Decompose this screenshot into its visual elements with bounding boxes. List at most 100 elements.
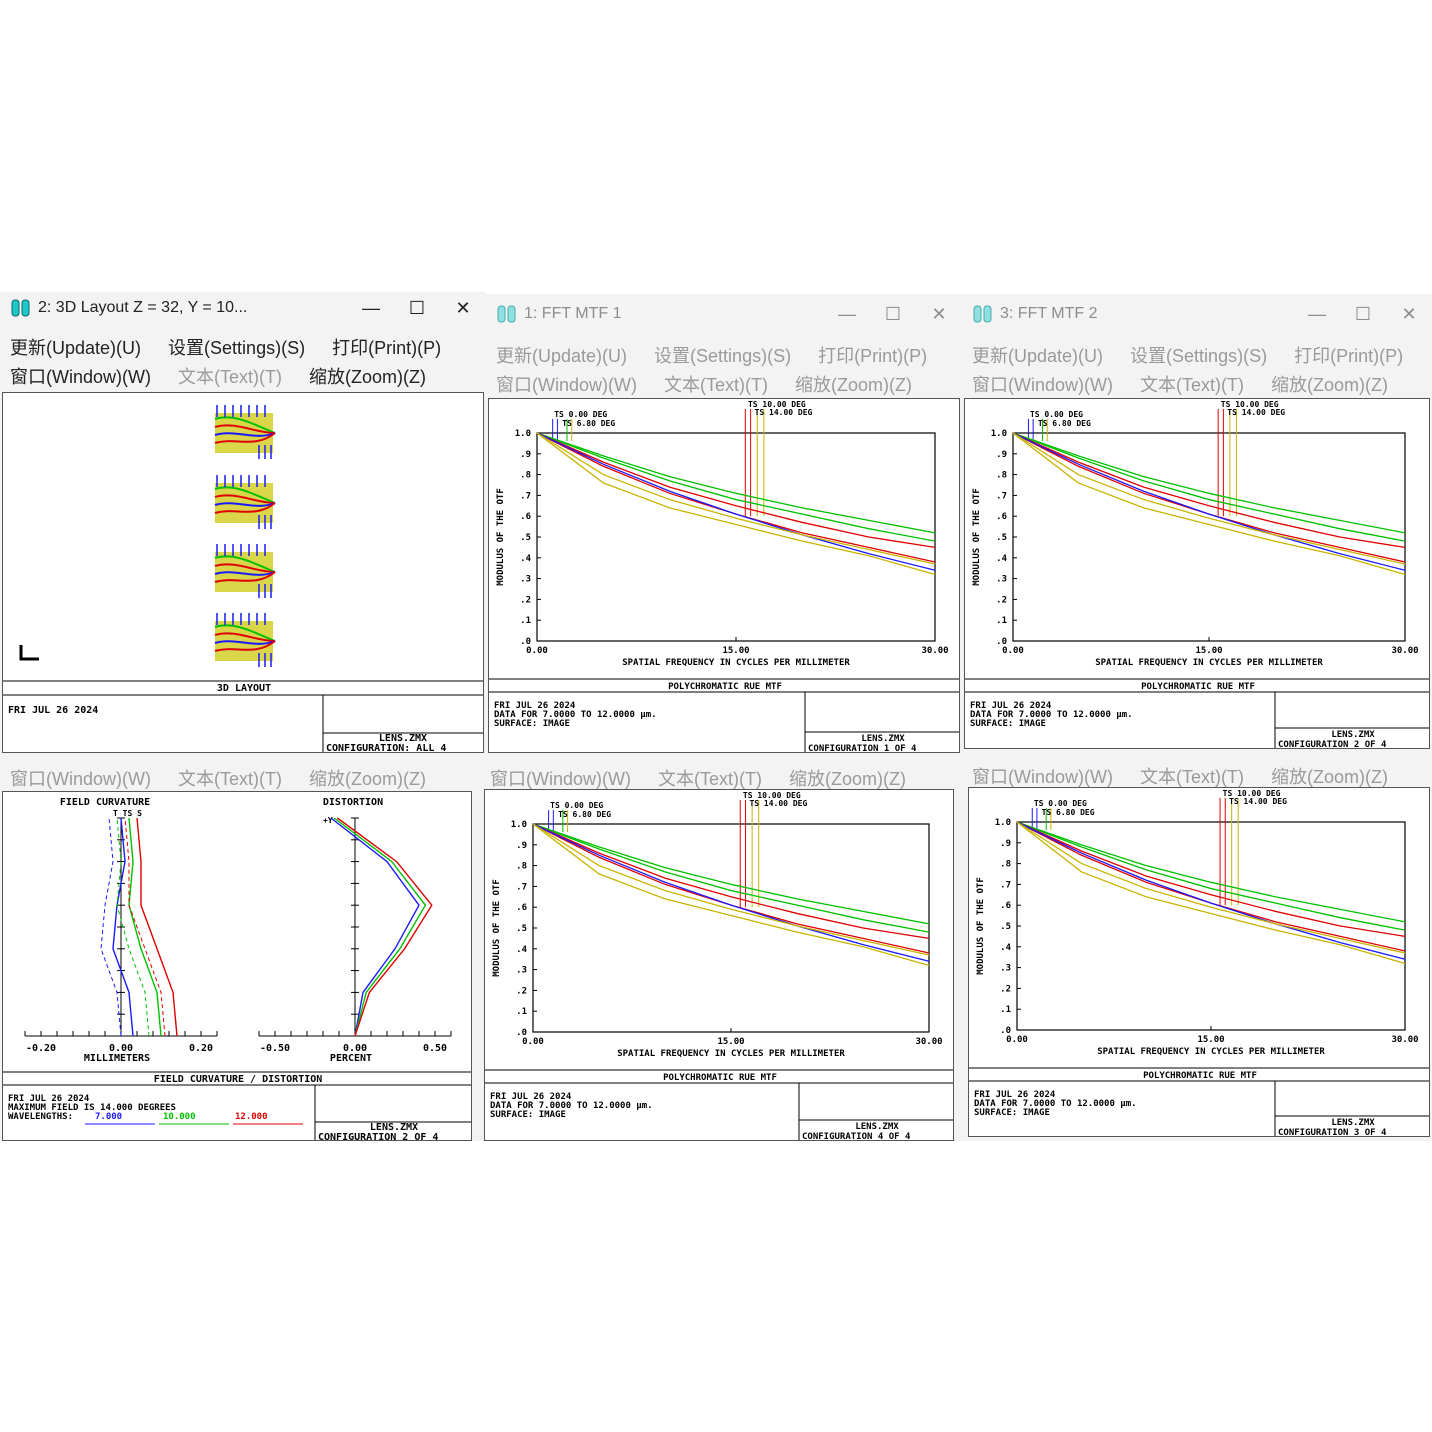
y-tick-label: .8 bbox=[516, 862, 527, 872]
fc-series-line bbox=[116, 817, 150, 1037]
menu-print[interactable]: 打印(Print)(P) bbox=[1294, 346, 1404, 366]
y-tick-label: .4 bbox=[520, 554, 531, 564]
field-label: TS 10.00 DEG bbox=[1221, 400, 1279, 409]
config-text: CONFIGURATION 2 OF 4 bbox=[318, 1132, 438, 1141]
dist-xlabel: PERCENT bbox=[330, 1053, 372, 1064]
mtf-canvas: .0 .1 .2 .3 .4 .5 .6 .7 .8 .9 1.0 0.00 15.00 30.00 SPA… bbox=[968, 787, 1430, 1137]
footer-date: FRI JUL 26 2024 bbox=[490, 1092, 572, 1102]
footer-data-line: DATA FOR 7.0000 TO 12.0000 µm. bbox=[970, 710, 1133, 720]
date-text: FRI JUL 26 2024 bbox=[8, 1094, 90, 1104]
y-tick-label: .3 bbox=[520, 575, 531, 585]
menu-text[interactable]: 文本(Text)(T) bbox=[658, 769, 762, 789]
minimize-icon[interactable]: — bbox=[362, 297, 380, 318]
menu-row-1: 更新(Update)(U) 设置(Settings)(S) 打印(Print)(… bbox=[962, 342, 1432, 368]
menu-window[interactable]: 窗口(Window)(W) bbox=[490, 769, 631, 789]
fc-series-line bbox=[124, 817, 166, 1037]
menu-update[interactable]: 更新(Update)(U) bbox=[10, 338, 142, 358]
field-label: TS 10.00 DEG bbox=[743, 791, 801, 800]
title-bar[interactable]: 1: FFT MTF 1 — ☐ ✕ bbox=[486, 298, 962, 330]
mtf2-window: 3: FFT MTF 2 — ☐ ✕ 更新(Update)(U) 设置(Sett… bbox=[962, 294, 1432, 755]
layout-svg: 3D LAYOUT FRI JUL 26 2024 LENS.ZMX CONFI… bbox=[3, 405, 483, 752]
footer-data-line: DATA FOR 7.0000 TO 12.0000 µm. bbox=[494, 710, 657, 720]
y-tick-label: 1.0 bbox=[515, 429, 531, 439]
mtf-series-line bbox=[1016, 821, 1406, 954]
title-bar[interactable]: 2: 3D Layout Z = 32, Y = 10... — ☐ ✕ bbox=[0, 292, 486, 324]
title-bar[interactable]: 3: FFT MTF 2 — ☐ ✕ bbox=[962, 298, 1432, 330]
ray-bundle bbox=[214, 432, 276, 444]
menu-window[interactable]: 窗口(Window)(W) bbox=[10, 769, 151, 789]
layout-window: 2: 3D Layout Z = 32, Y = 10... — ☐ ✕ 更新(… bbox=[0, 292, 486, 755]
y-tick-label: .5 bbox=[520, 533, 531, 543]
y-tick-label: .0 bbox=[1000, 1026, 1011, 1036]
lens-file: LENS.ZMX bbox=[861, 734, 905, 744]
field-label: TS 0.00 DEG bbox=[1034, 799, 1087, 808]
menu-settings[interactable]: 设置(Settings)(S) bbox=[168, 338, 306, 358]
menu-window[interactable]: 窗口(Window)(W) bbox=[972, 375, 1113, 395]
dist-tick: -0.50 bbox=[260, 1043, 290, 1054]
close-icon[interactable]: ✕ bbox=[931, 303, 947, 324]
menu-row-1: 更新(Update)(U) 设置(Settings)(S) 打印(Print)(… bbox=[486, 342, 962, 368]
maximize-icon[interactable]: ☐ bbox=[408, 297, 426, 318]
dist-y-label: +Y bbox=[323, 816, 333, 825]
mtf-series-line bbox=[536, 432, 936, 542]
menu-zoom[interactable]: 缩放(Zoom)(Z) bbox=[309, 769, 426, 789]
lens-file: LENS.ZMX bbox=[855, 1122, 899, 1132]
y-tick-label: .6 bbox=[516, 903, 527, 913]
menu-print[interactable]: 打印(Print)(P) bbox=[332, 338, 442, 358]
mtf-canvas: .0 .1 .2 .3 .4 .5 .6 .7 .8 .9 1.0 0.00 15.00 30.00 SPA… bbox=[484, 789, 954, 1141]
mtf-series-line bbox=[1012, 432, 1406, 571]
close-icon[interactable]: ✕ bbox=[1401, 303, 1417, 324]
y-tick-label: .7 bbox=[996, 491, 1007, 501]
menu-print[interactable]: 打印(Print)(P) bbox=[818, 346, 928, 366]
y-tick-label: .3 bbox=[1000, 964, 1011, 974]
y-tick-label: .9 bbox=[520, 450, 531, 460]
y-tick-label: .1 bbox=[996, 616, 1007, 626]
menu-settings[interactable]: 设置(Settings)(S) bbox=[1130, 346, 1268, 366]
menu-zoom[interactable]: 缩放(Zoom)(Z) bbox=[789, 769, 906, 789]
menu-text[interactable]: 文本(Text)(T) bbox=[664, 375, 768, 395]
field-label: TS 0.00 DEG bbox=[550, 801, 603, 810]
mtf-canvas: .0 .1 .2 .3 .4 .5 .6 .7 .8 .9 1.0 0.00 15.00 30.00 SPA… bbox=[488, 398, 960, 753]
menu-update[interactable]: 更新(Update)(U) bbox=[972, 346, 1104, 366]
x-axis-label: SPATIAL FREQUENCY IN CYCLES PER MILLIMET… bbox=[617, 1049, 845, 1059]
menu-zoom[interactable]: 缩放(Zoom)(Z) bbox=[1271, 375, 1388, 395]
mtf-series-line bbox=[1016, 821, 1406, 965]
y-tick-label: .7 bbox=[1000, 880, 1011, 890]
minimize-icon[interactable]: — bbox=[1308, 303, 1326, 324]
field-label: TS 0.00 DEG bbox=[1030, 410, 1083, 419]
footer-date: FRI JUL 26 2024 bbox=[970, 701, 1052, 711]
ray-bundle bbox=[214, 555, 276, 573]
mtf-plot-svg: .0 .1 .2 .3 .4 .5 .6 .7 .8 .9 1.0 0.00 15.00 30.00 SPA… bbox=[485, 791, 953, 1140]
fc-series-line bbox=[112, 817, 134, 1037]
x-tick-label: 0.00 bbox=[1002, 646, 1024, 656]
menu-text[interactable]: 文本(Text)(T) bbox=[1140, 767, 1244, 787]
dist-series-line bbox=[336, 817, 433, 1037]
window-title: 3: FFT MTF 2 bbox=[1000, 305, 1098, 322]
menu-zoom[interactable]: 缩放(Zoom)(Z) bbox=[309, 367, 426, 387]
minimize-icon[interactable]: — bbox=[838, 303, 856, 324]
menu-window[interactable]: 窗口(Window)(W) bbox=[10, 367, 151, 387]
mtf-canvas: .0 .1 .2 .3 .4 .5 .6 .7 .8 .9 1.0 0.00 15.00 30.00 SPA… bbox=[964, 398, 1430, 749]
menu-window[interactable]: 窗口(Window)(W) bbox=[972, 767, 1113, 787]
close-icon[interactable]: ✕ bbox=[455, 297, 471, 318]
maximize-icon[interactable]: ☐ bbox=[884, 303, 902, 324]
menu-window[interactable]: 窗口(Window)(W) bbox=[496, 375, 637, 395]
maximize-icon[interactable]: ☐ bbox=[1354, 303, 1372, 324]
mtf-series-line bbox=[536, 432, 936, 571]
menu-update[interactable]: 更新(Update)(U) bbox=[496, 346, 628, 366]
field-label: TS 6.80 DEG bbox=[1042, 808, 1095, 817]
menu-zoom[interactable]: 缩放(Zoom)(Z) bbox=[795, 375, 912, 395]
footer-surface: SURFACE: IMAGE bbox=[490, 1110, 566, 1120]
mtf-series-line bbox=[1012, 432, 1406, 565]
menu-text[interactable]: 文本(Text)(T) bbox=[178, 367, 282, 387]
y-tick-label: .9 bbox=[1000, 839, 1011, 849]
menu-settings[interactable]: 设置(Settings)(S) bbox=[654, 346, 792, 366]
menu-text[interactable]: 文本(Text)(T) bbox=[178, 769, 282, 789]
menu-zoom[interactable]: 缩放(Zoom)(Z) bbox=[1271, 767, 1388, 787]
menu-row-2: 窗口(Window)(W) 文本(Text)(T) 缩放(Zoom)(Z) bbox=[962, 763, 1432, 789]
y-axis-label: MODULUS OF THE OTF bbox=[492, 879, 502, 977]
field-label: TS 14.00 DEG bbox=[1227, 408, 1285, 417]
menu-row-2: 窗口(Window)(W) 文本(Text)(T) 缩放(Zoom)(Z) bbox=[0, 765, 480, 791]
menu-text[interactable]: 文本(Text)(T) bbox=[1140, 375, 1244, 395]
field-label: TS 6.80 DEG bbox=[1038, 419, 1091, 428]
